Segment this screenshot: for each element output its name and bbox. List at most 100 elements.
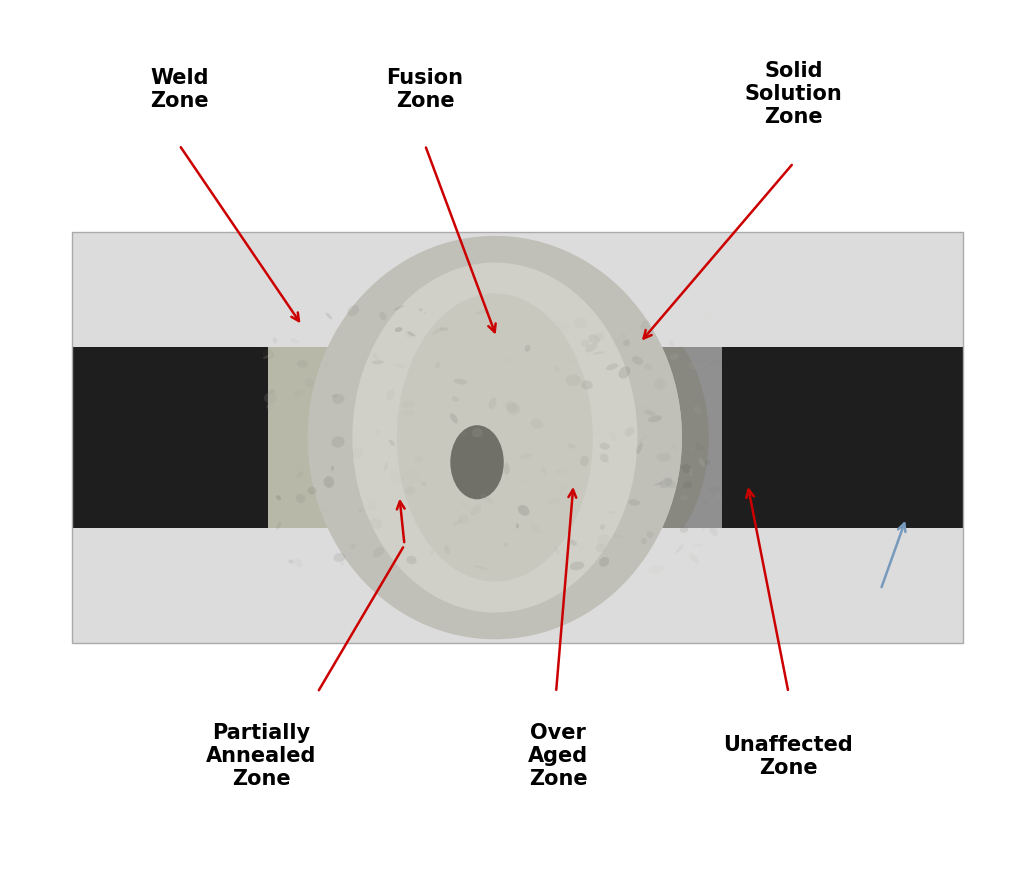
Ellipse shape [333, 394, 344, 404]
Ellipse shape [389, 472, 403, 485]
Ellipse shape [570, 561, 584, 570]
Ellipse shape [272, 338, 278, 344]
Ellipse shape [710, 527, 718, 536]
Ellipse shape [632, 357, 643, 366]
Ellipse shape [421, 482, 427, 486]
Ellipse shape [394, 364, 407, 368]
Ellipse shape [376, 430, 380, 434]
Ellipse shape [623, 340, 630, 347]
Ellipse shape [530, 524, 541, 535]
Ellipse shape [554, 321, 568, 333]
Ellipse shape [599, 557, 609, 567]
Ellipse shape [289, 560, 294, 564]
Ellipse shape [297, 471, 303, 478]
Ellipse shape [600, 454, 608, 463]
Ellipse shape [506, 486, 516, 495]
Ellipse shape [530, 419, 543, 429]
Ellipse shape [370, 519, 382, 529]
Ellipse shape [345, 397, 353, 407]
Ellipse shape [669, 341, 675, 347]
Ellipse shape [524, 345, 530, 352]
Ellipse shape [394, 328, 402, 333]
Ellipse shape [264, 393, 276, 404]
Ellipse shape [408, 333, 416, 337]
Ellipse shape [324, 363, 329, 369]
Ellipse shape [450, 414, 458, 424]
Ellipse shape [695, 443, 705, 451]
Ellipse shape [694, 544, 703, 548]
Ellipse shape [597, 535, 611, 546]
Ellipse shape [564, 358, 574, 365]
Ellipse shape [698, 459, 705, 468]
Ellipse shape [430, 551, 433, 555]
Ellipse shape [452, 397, 459, 402]
Ellipse shape [654, 483, 664, 486]
Ellipse shape [504, 463, 510, 475]
Ellipse shape [586, 344, 597, 353]
Bar [72, 232, 963, 348]
Ellipse shape [386, 390, 394, 401]
Ellipse shape [581, 341, 590, 348]
Ellipse shape [340, 562, 344, 566]
Ellipse shape [659, 478, 672, 489]
Ellipse shape [262, 350, 274, 359]
Ellipse shape [266, 404, 273, 410]
Ellipse shape [372, 361, 384, 365]
Ellipse shape [648, 565, 665, 574]
Ellipse shape [697, 354, 707, 363]
Ellipse shape [690, 448, 695, 451]
Ellipse shape [589, 335, 600, 344]
Ellipse shape [689, 553, 699, 564]
Ellipse shape [472, 428, 482, 438]
Text: Fusion
Zone: Fusion Zone [386, 68, 464, 111]
Ellipse shape [581, 381, 593, 390]
Ellipse shape [519, 454, 531, 460]
Ellipse shape [373, 547, 384, 558]
Ellipse shape [451, 426, 504, 500]
Ellipse shape [693, 504, 706, 514]
Ellipse shape [407, 556, 417, 565]
Ellipse shape [654, 379, 666, 391]
Ellipse shape [555, 471, 563, 474]
Ellipse shape [625, 427, 635, 437]
Bar [722, 348, 963, 528]
Ellipse shape [555, 484, 567, 492]
Ellipse shape [641, 538, 646, 544]
Text: Unaffected
Zone: Unaffected Zone [724, 734, 853, 777]
Ellipse shape [600, 454, 609, 463]
Ellipse shape [308, 487, 316, 495]
Ellipse shape [488, 398, 497, 409]
Ellipse shape [594, 333, 604, 341]
Ellipse shape [324, 477, 334, 488]
Ellipse shape [389, 440, 395, 446]
Ellipse shape [459, 515, 469, 525]
Ellipse shape [338, 436, 344, 442]
Ellipse shape [636, 443, 643, 455]
Ellipse shape [644, 364, 653, 371]
Text: Over
Aged
Zone: Over Aged Zone [528, 722, 588, 789]
Ellipse shape [518, 505, 529, 516]
Ellipse shape [676, 544, 684, 553]
Ellipse shape [662, 416, 668, 422]
Ellipse shape [473, 566, 488, 571]
Ellipse shape [705, 460, 711, 466]
Ellipse shape [440, 328, 449, 332]
Ellipse shape [672, 444, 677, 451]
Ellipse shape [680, 495, 688, 502]
Ellipse shape [504, 544, 508, 547]
Ellipse shape [331, 466, 334, 471]
Ellipse shape [592, 352, 605, 355]
Ellipse shape [308, 237, 682, 639]
Text: Solid
Solution
Zone: Solid Solution Zone [744, 61, 843, 127]
Ellipse shape [613, 338, 626, 348]
Ellipse shape [444, 545, 451, 555]
Ellipse shape [358, 510, 362, 512]
Ellipse shape [554, 547, 560, 555]
Bar [72, 348, 267, 528]
Ellipse shape [421, 463, 427, 471]
Ellipse shape [451, 426, 504, 500]
Ellipse shape [516, 524, 519, 529]
Ellipse shape [475, 310, 489, 315]
Ellipse shape [656, 453, 671, 462]
Ellipse shape [644, 410, 655, 417]
